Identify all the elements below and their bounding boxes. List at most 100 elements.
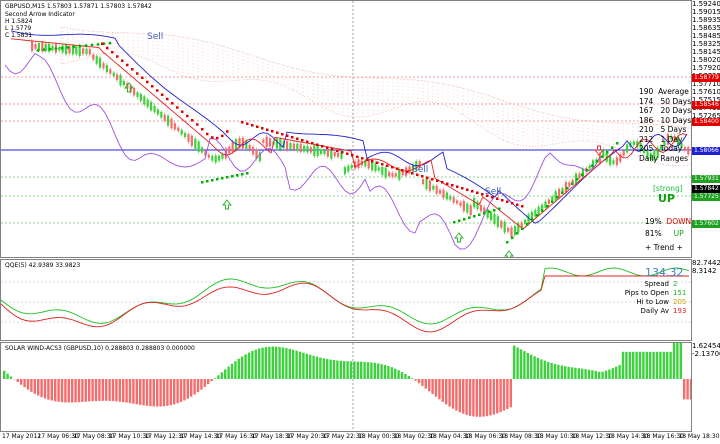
sar-dot-bear — [471, 190, 474, 193]
sar-dot-bear — [126, 63, 129, 67]
histogram-bar-positive — [380, 364, 383, 379]
histogram-bar-negative — [445, 379, 448, 405]
histogram-bar-positive — [540, 359, 543, 379]
sar-dot-bull — [488, 210, 491, 213]
range-value: 205 — [639, 144, 654, 153]
histogram-bar-negative — [485, 379, 489, 417]
sar-dot-bull — [606, 151, 609, 154]
histogram-bar-positive — [370, 362, 373, 379]
candle-body — [34, 43, 37, 49]
histogram-bar-positive — [220, 372, 223, 379]
histogram-bar-negative — [502, 379, 506, 411]
sar-dot-bear — [376, 161, 379, 164]
histogram-bar-negative — [468, 379, 472, 416]
histogram-bar-positive — [247, 352, 251, 379]
histogram-bar-negative — [54, 379, 57, 402]
sar-dot-bear — [396, 167, 399, 170]
time-axis-label: 18 May 00:30 — [358, 433, 400, 440]
histogram-bar-positive — [404, 373, 407, 379]
sar-dot-bear — [286, 134, 289, 137]
histogram-bar-negative — [210, 379, 213, 382]
candle-body — [479, 204, 482, 212]
histogram-bar-negative — [105, 379, 108, 401]
sar-dot-bear — [136, 72, 139, 75]
histogram-bar-positive — [363, 361, 366, 379]
candle-body — [422, 179, 425, 185]
candle-body — [401, 171, 404, 176]
histogram-bar-negative — [434, 379, 438, 397]
histogram-bar-positive — [254, 349, 257, 379]
histogram-bar-negative — [193, 379, 196, 395]
time-axis-label: 17 May 20:30 — [286, 433, 328, 440]
solar-axis[interactable]: 1.62454-2.13700 — [692, 342, 720, 432]
candle-body — [173, 123, 176, 130]
time-axis-label: 18 May 08:30 — [500, 433, 542, 440]
histogram-bar-positive — [271, 346, 274, 379]
histogram-bar-positive — [390, 367, 393, 379]
candle-body — [486, 209, 489, 218]
candle-body — [622, 150, 625, 156]
lagging-line — [4, 53, 601, 250]
histogram-bar-positive — [611, 368, 614, 379]
histogram-bar-negative — [207, 379, 210, 385]
candle-body — [530, 211, 533, 221]
price-level-label: 1.57710 — [692, 80, 720, 88]
histogram-bar-positive — [356, 361, 359, 379]
candle-body — [432, 185, 435, 190]
price-tag: 1.58400 — [692, 118, 720, 126]
qqe-pane[interactable]: QQE(5) 42.9389 33.9823 134.32 Spread 2 Pip… — [0, 259, 692, 341]
price-axis[interactable]: 1.59240 1.59015 1.58935 1.58635 1.58485 1.583… — [692, 0, 720, 258]
histogram-bar-negative — [57, 379, 60, 402]
sar-dot-bear — [476, 191, 479, 194]
range-row: 205 Today — [639, 144, 691, 154]
histogram-bar-positive — [625, 351, 628, 379]
candle-body — [673, 135, 676, 141]
histogram-bar-positive — [278, 346, 281, 379]
histogram-bar-positive — [319, 357, 322, 379]
sar-dot-bear — [446, 182, 449, 185]
histogram-bar-positive — [377, 363, 380, 379]
sar-dot-bull — [596, 160, 599, 163]
candle-body — [221, 153, 224, 159]
qqe-axis[interactable]: 82.7442 8.3142 — [692, 259, 720, 341]
candle-body — [126, 83, 129, 89]
candle-body — [92, 54, 95, 60]
candle-body — [88, 49, 91, 55]
candle-body — [496, 216, 499, 228]
sar-dot-bear — [346, 152, 349, 155]
solar-wind-pane[interactable]: SOLAR WIND-ACS3 (GBPUSD,10) 0.288803 0.2… — [0, 342, 692, 432]
candle-body — [153, 105, 156, 113]
sar-dot-bear — [271, 130, 274, 133]
histogram-bar-negative — [47, 379, 50, 400]
qqe-indicator-chart — [1, 260, 691, 340]
price-tag: 1.57725 — [692, 193, 720, 201]
candle-body — [537, 206, 540, 215]
candle-body — [357, 159, 360, 169]
candle-body — [503, 221, 506, 233]
histogram-bar-negative — [455, 379, 458, 411]
candle-body — [554, 191, 557, 201]
trend-up-label: UP — [673, 229, 684, 238]
price-level-label: 1.57610 — [692, 88, 720, 96]
histogram-bar-positive — [513, 345, 516, 379]
candle-body — [296, 143, 299, 152]
histogram-bar-negative — [479, 379, 482, 417]
sar-dot-bear — [371, 160, 374, 163]
candle-body — [303, 145, 306, 152]
range-label: Today — [660, 144, 683, 153]
sar-dot-bull — [72, 44, 76, 49]
candle-body — [517, 223, 520, 233]
qqe-stat-label: Spread — [644, 280, 669, 288]
main-chart-pane[interactable]: GBPUSD,M15 1.57803 1.57871 1.57803 1.578… — [0, 0, 692, 258]
histogram-bar-positive — [638, 351, 642, 379]
price-level-label: 1.58325 — [692, 40, 720, 48]
histogram-bar-positive — [326, 358, 329, 379]
candle-body — [364, 159, 367, 167]
histogram-bar-positive — [244, 354, 247, 379]
sar-dot-bull — [84, 43, 88, 48]
sar-dot-bear — [406, 170, 409, 173]
qqe-slow-line — [1, 275, 689, 333]
histogram-bar-negative — [482, 379, 485, 417]
sar-dot-bear — [201, 127, 204, 131]
sar-dot-bear — [116, 55, 119, 58]
